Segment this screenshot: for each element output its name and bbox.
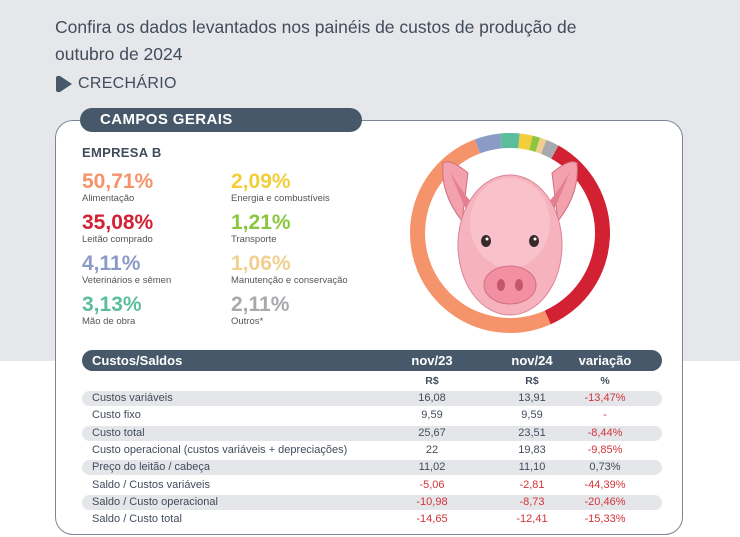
table-cell: 25,67 [418, 426, 446, 439]
stat-label: Mão de obra [82, 316, 136, 327]
stat-label: Veterinários e sêmen [82, 275, 172, 286]
table-row: Saldo / Custos variáveis -5,06 -2,81 -44,39… [82, 478, 662, 493]
donut-slice [544, 145, 610, 325]
table-header: Custos/Saldos nov/23 nov/24 variação [82, 350, 662, 371]
stat-percentage: 50,71% [82, 170, 154, 193]
play-icon [56, 76, 72, 92]
stat-percentage: 2,11% [231, 293, 290, 316]
table-cell: -14,65 [416, 513, 448, 526]
donut-slice [474, 133, 502, 154]
table-cell: Saldo / Custos variáveis [92, 478, 210, 491]
stat-item: 50,71% Alimentação [82, 170, 154, 205]
table-cell: 13,91 [518, 392, 546, 404]
stat-item: 1,06% Manutenção e conservação [231, 252, 348, 287]
table-cell: 16,08 [418, 392, 446, 404]
table-cell: Custo total [92, 426, 145, 439]
pig-icon [442, 161, 578, 316]
table-cell: -9,85% [587, 443, 623, 456]
table-cell: -44,39% [584, 478, 626, 491]
table-cell: 9,59 [521, 409, 543, 422]
stat-label: Outros* [231, 316, 264, 327]
cost-donut-chart [410, 133, 610, 333]
stat-item: 3,13% Mão de obra [82, 293, 142, 328]
table-cell: -5,06 [419, 478, 445, 491]
header-costs: Custos/Saldos [92, 353, 183, 368]
donut-slice [540, 139, 559, 159]
table-cell: 11,02 [418, 461, 446, 474]
stat-item: 2,11% Outros* [231, 293, 290, 328]
table-units: R$ R$ % [82, 375, 662, 389]
table-cell: Custo operacional (custos variáveis + de… [92, 443, 348, 456]
table-row: Saldo / Custo operacional -10,98 -8,73 -20,… [82, 494, 662, 510]
table-cell: 9,59 [421, 409, 443, 422]
donut-slice [518, 133, 533, 151]
headline: Confira os dados levantados nos painéis … [55, 17, 577, 64]
table-cell: -8,44% [587, 426, 623, 439]
stat-label: Alimentação [82, 193, 135, 204]
table-cell: -2,81 [519, 478, 545, 491]
table-cell: -20,46% [584, 495, 626, 508]
stat-percentage: 35,08% [82, 211, 154, 234]
stat-item: 4,11% Veterinários e sêmen [82, 252, 172, 287]
table-row: Preço do leitão / cabeça 11,02 11,10 0,73% [82, 460, 662, 476]
table-cell: -13,47% [584, 392, 626, 404]
donut-slice [500, 133, 520, 149]
table-cell: -10,98 [416, 495, 448, 508]
unit-nov24: R$ [525, 375, 539, 387]
unit-variation: % [600, 375, 610, 387]
table-cell: -15,33% [584, 513, 626, 526]
table-cell: 19,83 [518, 443, 546, 456]
section-label: CRECHÁRIO [78, 75, 177, 92]
table-cell: -12,41 [516, 513, 548, 526]
company-name: EMPRESA B [82, 145, 162, 160]
region-pill: CAMPOS GERAIS [80, 108, 362, 132]
stat-label: Leitão comprado [82, 234, 153, 245]
stat-percentage: 2,09% [231, 170, 291, 193]
unit-nov23: R$ [425, 375, 439, 387]
table-row: Custo total 25,67 23,51 -8,44% [82, 425, 662, 441]
table-cell: Saldo / Custo operacional [92, 495, 218, 508]
table-row: Custo fixo 9,59 9,59 - [82, 408, 662, 423]
header-nov24: nov/24 [511, 353, 553, 368]
table-cell: Custo fixo [92, 409, 141, 422]
table-cell: - [603, 409, 607, 422]
table-row: Custos variáveis 16,08 13,91 -13,47% [82, 391, 662, 406]
stat-item: 35,08% Leitão comprado [82, 211, 154, 246]
stat-label: Transporte [231, 234, 277, 245]
stat-percentage: 3,13% [82, 293, 142, 316]
table-cell: 22 [425, 443, 439, 456]
table-cell: 23,51 [518, 426, 546, 439]
header-variation: variação [578, 353, 632, 368]
stat-percentage: 1,06% [231, 252, 291, 275]
table-cell: Preço do leitão / cabeça [92, 461, 211, 474]
donut-slice [529, 135, 541, 152]
stat-percentage: 1,21% [231, 211, 291, 234]
table-row: Custo operacional (custos variáveis + de… [82, 443, 662, 458]
table-cell: 11,10 [518, 461, 546, 474]
header-nov23: nov/23 [411, 353, 453, 368]
stat-label: Manutenção e conservação [231, 275, 348, 286]
section-header: CRECHÁRIO [55, 75, 177, 93]
table-cell: Saldo / Custo total [92, 513, 182, 526]
table-cell: 0,73% [589, 461, 621, 474]
table-row: Saldo / Custo total -14,65 -12,41 -15,33% [82, 512, 662, 527]
stat-label: Energia e combustíveis [231, 193, 330, 204]
stat-item: 2,09% Energia e combustíveis [231, 170, 330, 205]
table-cell: -8,73 [519, 495, 545, 508]
table-cell: Custos variáveis [92, 392, 173, 404]
stat-item: 1,21% Transporte [231, 211, 291, 246]
donut-slice [535, 137, 547, 154]
stat-percentage: 4,11% [82, 252, 141, 275]
